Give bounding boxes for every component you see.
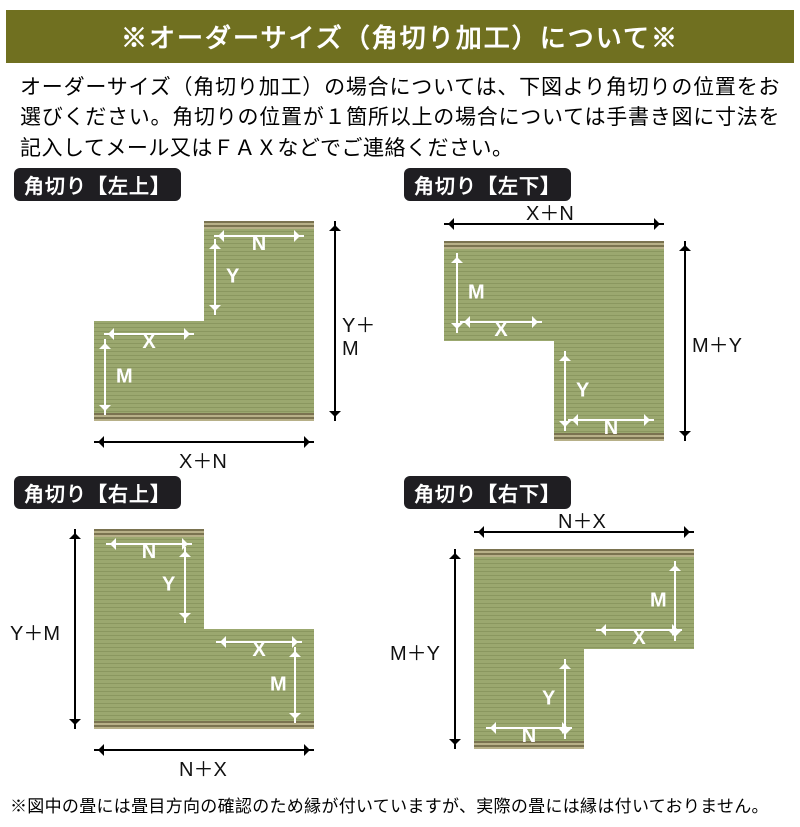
footnote: ※図中の畳には畳目方向の確認のため縁が付いていますが、実際の畳には縁は付いており… (6, 788, 794, 817)
dim-bottom: N＋X (179, 753, 227, 782)
dim-X: X (494, 319, 507, 342)
panel-tag: 角切り【左上】 (14, 168, 181, 201)
dim-bottom: X＋N (179, 445, 227, 474)
dim-Y: Y (226, 266, 239, 289)
dim-left: M＋Y (390, 637, 440, 666)
dim-left: Y＋M (10, 617, 60, 646)
dim-X: X (632, 627, 645, 650)
dim-X: X (252, 639, 265, 662)
diagram-grid: 角切り【左上】 X＋N Y＋M N Y X M 角切り【左下】 X＋N M＋Y (6, 168, 794, 788)
dim-M: M (116, 366, 133, 389)
dim-X: X (142, 331, 155, 354)
dim-M: M (468, 282, 485, 305)
panel-top-left: 角切り【左上】 X＋N Y＋M N Y X M (14, 168, 394, 471)
dim-right: M＋Y (692, 329, 742, 358)
dim-N: N (522, 725, 536, 748)
panel-bottom-left: 角切り【右上】 Y＋M N＋X N Y X M (14, 476, 394, 789)
dim-Y: Y (542, 688, 555, 711)
dim-M: M (650, 590, 667, 613)
intro-text: オーダーサイズ（角切り加工）の場合については、下図より角切りの位置をお選びくださ… (6, 63, 794, 168)
panel-tag: 角切り【右下】 (404, 476, 571, 509)
dim-N: N (604, 417, 618, 440)
panel-tag: 角切り【右上】 (14, 476, 181, 509)
panel-top-right: 角切り【左下】 X＋N M＋Y M X Y N (404, 168, 794, 471)
panel-bottom-right: 角切り【右下】 N＋X M＋Y M X Y N (404, 476, 794, 789)
dim-N: N (252, 233, 266, 256)
dim-N: N (142, 541, 156, 564)
dim-top: X＋N (526, 197, 574, 226)
dim-top: N＋X (558, 505, 606, 534)
dim-Y: Y (162, 574, 175, 597)
dim-right: Y＋M (342, 309, 384, 361)
title-banner: ※オーダーサイズ（角切り加工）について※ (6, 10, 794, 63)
dim-M: M (270, 674, 287, 697)
dim-Y: Y (576, 380, 589, 403)
